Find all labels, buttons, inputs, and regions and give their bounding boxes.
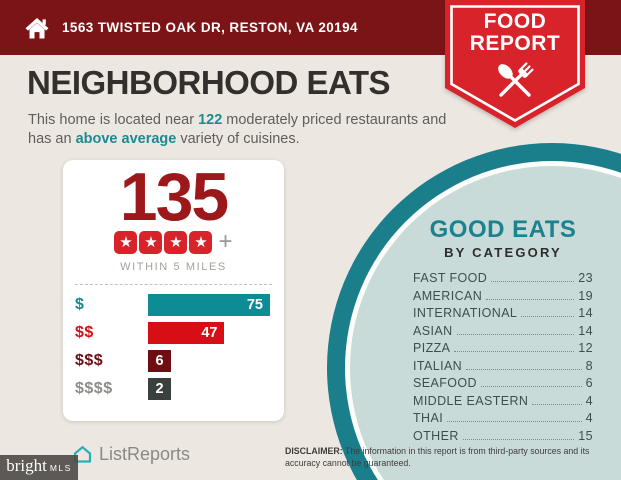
category-label: ASIAN	[413, 323, 453, 338]
price-tier-row: $$ 47	[75, 322, 272, 344]
category-row: ASIAN 14	[413, 324, 593, 342]
category-label: MIDDLE EASTERN	[413, 393, 529, 408]
variety-highlight: above average	[75, 131, 177, 147]
badge-title: FOOD REPORT	[445, 11, 585, 55]
category-value: 14	[578, 306, 593, 320]
dotted-leader	[454, 351, 575, 352]
category-label: ITALIAN	[413, 358, 463, 373]
disclaimer: DISCLAIMER: The information in this repo…	[285, 446, 610, 470]
restaurant-count: 122	[198, 112, 223, 128]
dotted-leader	[456, 333, 575, 335]
star-rating: ★ ★ ★ ★ +	[63, 230, 284, 254]
dotted-leader	[466, 368, 582, 370]
intro-paragraph: This home is located near 122 moderately…	[28, 111, 478, 149]
good-eats-section: GOOD EATS BY CATEGORY FAST FOOD 23 AMERICA…	[413, 216, 593, 446]
listreports-logo: ListReports	[72, 444, 190, 465]
star-icon: ★	[164, 230, 188, 254]
category-value: 4	[585, 411, 593, 425]
category-list: FAST FOOD 23 AMERICAN 19 INTERNATIONAL 14 ASIA…	[413, 271, 593, 446]
dotted-leader	[447, 421, 582, 422]
category-value: 19	[578, 288, 593, 303]
category-value: 4	[585, 393, 593, 408]
disclaimer-label: DISCLAIMER:	[285, 446, 343, 456]
intro-text: This home is located near	[28, 112, 199, 128]
category-row: THAI 4	[413, 411, 593, 429]
category-value: 23	[578, 271, 593, 285]
price-tier-bar-chart: $75 $$ 47 $$$ 6 $$$$ 2	[75, 294, 272, 400]
category-label: OTHER	[413, 428, 459, 443]
badge-line-2: REPORT	[469, 32, 561, 55]
ribbon-shape	[445, 0, 585, 128]
dotted-leader	[486, 298, 575, 300]
category-row: OTHER 15	[413, 429, 593, 447]
price-tier-row: $$$$ 2	[75, 378, 272, 400]
category-row: FAST FOOD 23	[413, 271, 593, 289]
category-row: PIZZA 12	[413, 341, 593, 359]
listreports-logo-text: ListReports	[99, 444, 191, 464]
price-tier-bar: 6	[148, 350, 171, 372]
good-eats-subtitle: BY CATEGORY	[444, 245, 562, 260]
category-label: AMERICAN	[413, 288, 483, 303]
watermark-sub: MLS	[49, 463, 72, 473]
dashed-divider	[75, 284, 272, 285]
bright-mls-watermark: bright MLS	[0, 455, 78, 480]
category-label: INTERNATIONAL	[413, 306, 518, 320]
price-tier-bar: 2	[148, 378, 171, 400]
star-icon: ★	[114, 230, 138, 254]
dotted-leader	[532, 403, 582, 405]
category-value: 12	[578, 341, 593, 355]
crossed-utensils-icon	[498, 62, 534, 97]
price-tier-label: $$$	[75, 352, 104, 369]
disclaimer-text: The information in this report is from t…	[285, 446, 590, 468]
price-tier-value: 47	[201, 325, 218, 341]
property-address: 1563 TWISTED OAK DR, RESTON, VA 20194	[62, 20, 358, 35]
price-tier-label: $	[75, 296, 85, 313]
home-icon	[25, 17, 49, 38]
good-eats-title: GOOD EATS	[429, 216, 577, 243]
category-value: 8	[585, 358, 593, 373]
price-tier-value: 6	[155, 353, 164, 369]
intro-text: has an	[28, 131, 76, 147]
category-value: 14	[578, 323, 593, 338]
star-icon: ★	[139, 230, 163, 254]
dotted-leader	[521, 316, 575, 317]
watermark-brand: bright	[6, 456, 47, 475]
radius-label: WITHIN 5 MILES	[120, 261, 227, 273]
category-row: SEAFOOD 6	[413, 376, 593, 394]
category-row: ITALIAN 8	[413, 359, 593, 377]
total-restaurants-count: 135	[119, 159, 229, 235]
price-tier-bar: 75	[148, 294, 270, 316]
food-report-badge: FOOD REPORT	[445, 0, 585, 132]
category-value: 6	[585, 376, 593, 390]
intro-text: moderately priced restaurants and	[222, 112, 447, 128]
badge-line-1: FOOD	[483, 10, 547, 33]
dotted-leader	[462, 438, 575, 440]
intro-text: variety of cuisines.	[176, 131, 300, 147]
category-label: SEAFOOD	[413, 376, 477, 390]
price-tier-value: 2	[155, 381, 164, 397]
category-value: 15	[578, 428, 593, 443]
category-label: PIZZA	[413, 341, 451, 355]
price-tier-label: $$$$	[75, 380, 113, 397]
category-row: AMERICAN 19	[413, 289, 593, 307]
price-tier-label: $$	[75, 324, 94, 341]
dotted-leader	[480, 386, 582, 387]
price-tier-value: 75	[246, 297, 263, 313]
category-label: FAST FOOD	[413, 271, 488, 285]
restaurant-stats-card: 135 ★ ★ ★ ★ + WITHIN 5 MILES $75 $$ 47 $$$ 6 $$$$…	[63, 160, 284, 421]
category-label: THAI	[413, 411, 444, 425]
price-tier-bar: 47	[148, 322, 225, 344]
price-tier-row: $75	[75, 294, 272, 316]
plus-icon: +	[218, 228, 233, 255]
price-tier-row: $$$ 6	[75, 350, 272, 372]
star-icon: ★	[189, 230, 213, 254]
page-title: NEIGHBORHOOD EATS	[27, 64, 391, 101]
dotted-leader	[491, 281, 575, 282]
category-row: MIDDLE EASTERN 4	[413, 394, 593, 412]
category-row: INTERNATIONAL 14	[413, 306, 593, 324]
